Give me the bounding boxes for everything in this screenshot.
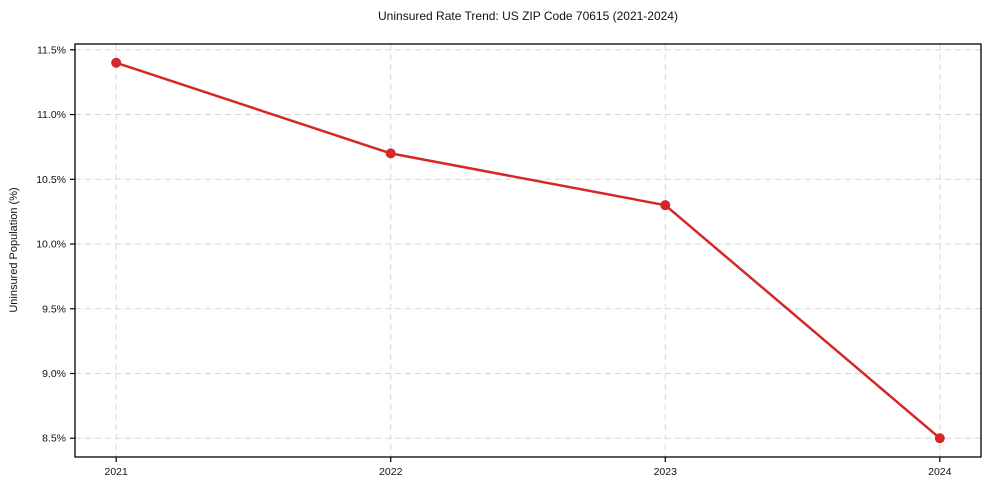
y-tick-label: 9.0% [42, 368, 66, 380]
plot-border [74, 43, 982, 458]
y-tick-label: 9.5% [42, 303, 66, 315]
y-axis-label: Uninsured Population (%) [8, 187, 20, 313]
y-tick-label: 10.5% [36, 174, 66, 186]
chart-title: Uninsured Rate Trend: US ZIP Code 70615 … [378, 9, 678, 23]
x-tick-label: 2024 [928, 466, 952, 478]
data-point-marker [660, 200, 671, 211]
data-point-marker [111, 57, 122, 68]
x-tick-label: 2022 [379, 466, 403, 478]
data-point-marker [934, 433, 945, 444]
y-tick-label: 8.5% [42, 433, 66, 445]
x-tick-label: 2021 [105, 466, 129, 478]
y-tick-label: 10.0% [36, 239, 66, 251]
y-tick-label: 11.5% [37, 44, 66, 56]
y-tick-label: 11.0% [37, 109, 66, 121]
x-tick-label: 2023 [654, 466, 678, 478]
data-point-marker [385, 148, 396, 159]
trend-line [114, 61, 942, 440]
